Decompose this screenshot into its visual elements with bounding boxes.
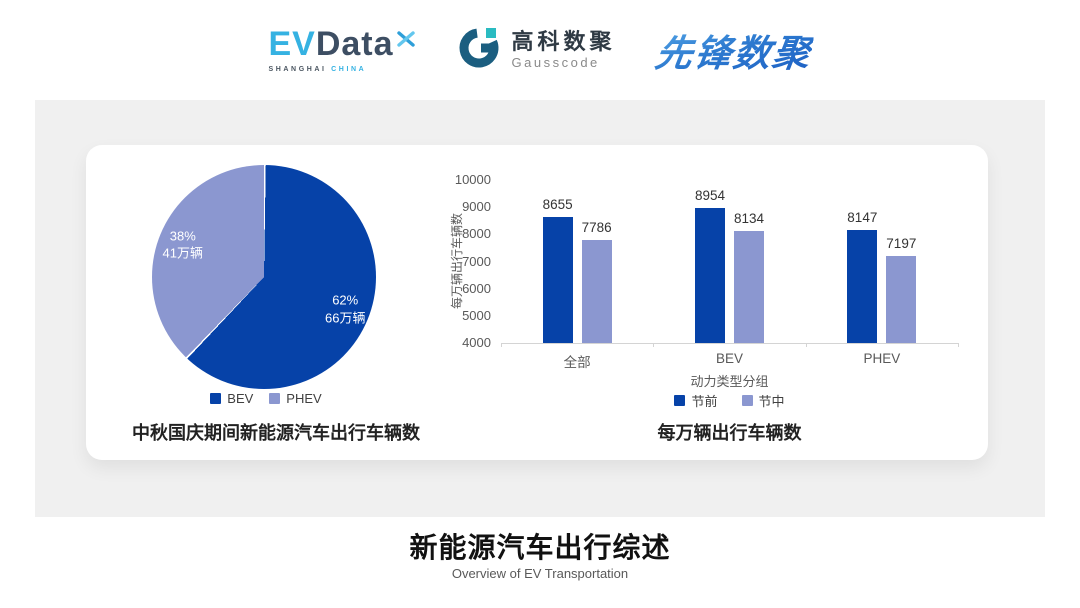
legend-swatch bbox=[269, 393, 281, 404]
y-axis-tick-label: 5000 bbox=[462, 307, 491, 323]
y-axis-tick-label: 4000 bbox=[462, 335, 491, 350]
evdata-subtext: SHANGHAI CHINA bbox=[268, 66, 415, 73]
page-subtitle: Overview of EV Transportation bbox=[451, 566, 629, 581]
bar-value-label: 8954 bbox=[694, 188, 726, 204]
bar-节前-全部 bbox=[542, 216, 573, 343]
x-axis-tick bbox=[958, 343, 959, 347]
evdata-data-text: Data bbox=[315, 25, 394, 63]
gausscode-cn-text: 高科数聚 bbox=[511, 28, 616, 54]
legend-swatch bbox=[741, 395, 753, 406]
legend-label: BEV bbox=[227, 391, 254, 406]
y-axis-tick-label: 9000 bbox=[462, 199, 491, 215]
x-axis-tick bbox=[653, 343, 655, 347]
bar-value-label: 7197 bbox=[886, 236, 917, 252]
x-axis-category-label: BEV bbox=[715, 351, 743, 366]
y-axis-tick-label: 7000 bbox=[462, 253, 491, 269]
legend-label: 节前 bbox=[691, 394, 718, 409]
page-title: 新能源汽车出行综述 bbox=[409, 532, 671, 563]
pie-chart-title: 中秋国庆期间新能源汽车出行车辆数 bbox=[132, 423, 420, 443]
bar-节中-PHEV bbox=[886, 256, 917, 343]
bar-legend: 节前 节中 bbox=[501, 391, 958, 410]
pioneer-logo: 先锋数聚 bbox=[652, 23, 816, 77]
x-axis-tick bbox=[501, 343, 502, 347]
gausscode-logo: 高科数聚 Gausscode bbox=[456, 25, 616, 76]
x-mark-icon bbox=[396, 21, 416, 55]
y-axis-tick-label: 6000 bbox=[462, 280, 491, 296]
header: EV Data SHANGHAI CHINA bbox=[0, 0, 1080, 100]
gausscode-texts: 高科数聚 Gausscode bbox=[511, 28, 616, 70]
gausscode-g-icon bbox=[456, 25, 502, 76]
bar-节中-全部 bbox=[581, 240, 612, 343]
pie-graphic: 62% 66万辆 38% 41万辆 bbox=[152, 165, 376, 389]
bar-x-axis-line bbox=[501, 343, 959, 344]
y-axis-tick-label: 10000 bbox=[454, 172, 491, 187]
pie-slice-label: 38% 41万辆 bbox=[162, 228, 203, 261]
pie-legend: BEV PHEV bbox=[86, 391, 446, 406]
gausscode-en-text: Gausscode bbox=[511, 54, 600, 70]
x-axis-tick bbox=[805, 343, 807, 347]
bar-legend-item: 节中 bbox=[741, 391, 785, 410]
bar-value-label: 7786 bbox=[581, 220, 612, 236]
bar-节前-PHEV bbox=[847, 230, 878, 343]
x-axis-category-label: PHEV bbox=[863, 351, 901, 366]
content-panel: 62% 66万辆 38% 41万辆 BEV PHEV 中秋国庆期间新能源汽车出行车辆数 … bbox=[35, 100, 1045, 517]
bar-chart: 每万辆出行车辆数 动力类型分组 节前 节中 每万辆出行车辆数 10000 9000 8… bbox=[436, 145, 988, 460]
evdata-wordmark: EV Data bbox=[268, 27, 415, 61]
legend-swatch bbox=[210, 393, 222, 404]
bar-节前-BEV bbox=[695, 208, 725, 343]
legend-swatch bbox=[674, 395, 686, 406]
legend-label: 节中 bbox=[758, 394, 785, 409]
bar-value-label: 8655 bbox=[542, 196, 573, 212]
evdata-shanghai-text: SHANGHAI bbox=[268, 66, 327, 73]
evdata-ev-text: EV bbox=[268, 25, 316, 63]
pie-legend-item: BEV bbox=[210, 391, 253, 406]
evdata-china-text: CHINA bbox=[331, 66, 367, 73]
pie-legend-item: PHEV bbox=[269, 391, 322, 406]
legend-label: PHEV bbox=[286, 391, 322, 406]
evdata-logo: EV Data SHANGHAI CHINA bbox=[268, 27, 415, 73]
pie-slice-label: 62% 66万辆 bbox=[324, 292, 366, 326]
bar-legend-item: 节前 bbox=[674, 391, 718, 410]
charts-card: 62% 66万辆 38% 41万辆 BEV PHEV 中秋国庆期间新能源汽车出行车辆数 … bbox=[86, 145, 988, 460]
x-axis-category-label: 全部 bbox=[563, 355, 591, 370]
bar-value-label: 8134 bbox=[733, 210, 765, 226]
y-axis-tick-label: 8000 bbox=[462, 226, 491, 242]
bar-x-axis-title: 动力类型分组 bbox=[690, 374, 769, 389]
bar-value-label: 8147 bbox=[847, 210, 878, 226]
pie-chart: 62% 66万辆 38% 41万辆 BEV PHEV 中秋国庆期间新能源汽车出行车辆数 bbox=[86, 145, 466, 460]
bar-chart-title: 每万辆出行车辆数 bbox=[657, 423, 802, 443]
bar-节中-BEV bbox=[734, 230, 764, 343]
